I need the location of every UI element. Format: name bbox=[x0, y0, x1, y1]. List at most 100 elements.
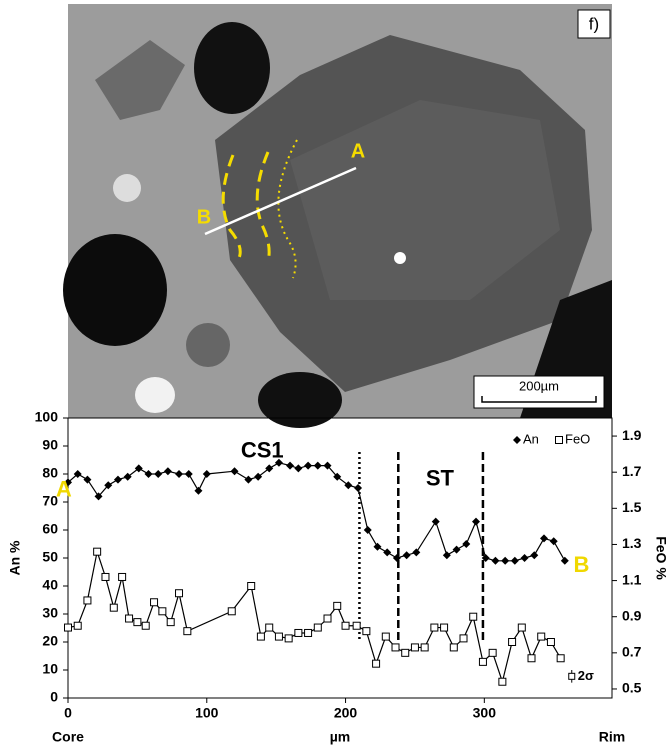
feo-point bbox=[431, 624, 438, 631]
feo-point bbox=[126, 615, 133, 622]
an-point bbox=[154, 470, 162, 478]
an-point bbox=[453, 546, 461, 554]
marker-a: A bbox=[351, 140, 365, 162]
an-point bbox=[364, 526, 372, 534]
feo-point bbox=[334, 602, 341, 609]
feo-point bbox=[159, 608, 166, 615]
an-point bbox=[403, 551, 411, 559]
an-point bbox=[175, 470, 183, 478]
an-point bbox=[244, 476, 252, 484]
legend-marker bbox=[556, 437, 563, 444]
feo-point bbox=[94, 548, 101, 555]
an-point bbox=[164, 467, 172, 475]
an-point bbox=[354, 484, 362, 492]
feo-point bbox=[65, 624, 72, 631]
feo-point bbox=[528, 655, 535, 662]
annotation: B bbox=[574, 552, 590, 577]
annotation: A bbox=[56, 477, 72, 502]
x-tick-label: 300 bbox=[473, 705, 497, 721]
y-tick-label: 60 bbox=[42, 521, 58, 537]
an-point bbox=[314, 462, 322, 470]
y2-tick-label: 1.7 bbox=[622, 463, 642, 479]
y2-tick-label: 0.7 bbox=[622, 644, 642, 660]
y2-tick-label: 1.1 bbox=[622, 571, 642, 587]
feo-point bbox=[285, 635, 292, 642]
feo-point bbox=[363, 628, 370, 635]
feo-point bbox=[450, 644, 457, 651]
feo-point bbox=[382, 633, 389, 640]
y-tick-label: 90 bbox=[42, 437, 58, 453]
feo-point bbox=[151, 599, 158, 606]
an-point bbox=[491, 557, 499, 565]
y-tick-label: 100 bbox=[35, 409, 59, 425]
inclusion bbox=[394, 252, 406, 264]
an-point bbox=[432, 518, 440, 526]
y2-tick-label: 1.3 bbox=[622, 535, 642, 551]
an-point bbox=[83, 476, 91, 484]
y-tick-label: 40 bbox=[42, 577, 58, 593]
x-end-label: Rim bbox=[599, 729, 625, 745]
y2-tick-label: 0.9 bbox=[622, 607, 642, 623]
feo-point bbox=[248, 583, 255, 590]
an-point bbox=[185, 470, 193, 478]
y-tick-label: 10 bbox=[42, 661, 58, 677]
an-point bbox=[501, 557, 509, 565]
inclusion bbox=[135, 377, 175, 413]
feo-point bbox=[257, 633, 264, 640]
y-axis-label: An % bbox=[7, 540, 23, 576]
feo-point bbox=[142, 622, 149, 629]
feo-point bbox=[176, 590, 183, 597]
feo-point bbox=[460, 635, 467, 642]
feo-point bbox=[275, 633, 282, 640]
feo-point bbox=[102, 573, 109, 580]
an-point bbox=[530, 551, 538, 559]
y-tick-label: 50 bbox=[42, 549, 58, 565]
sem-image: A B f) 200µm bbox=[63, 4, 612, 428]
feo-point bbox=[119, 573, 126, 580]
an-point bbox=[412, 548, 420, 556]
feo-point bbox=[134, 619, 141, 626]
x-tick-label: 0 bbox=[64, 705, 72, 721]
annotation: CS1 bbox=[241, 437, 284, 462]
an-point bbox=[286, 462, 294, 470]
vesicle bbox=[113, 174, 141, 202]
feo-point bbox=[402, 649, 409, 656]
y-tick-label: 20 bbox=[42, 633, 58, 649]
feo-point bbox=[295, 629, 302, 636]
feo-point bbox=[509, 639, 516, 646]
legend-label: An bbox=[523, 431, 539, 446]
an-point bbox=[373, 543, 381, 551]
feo-point bbox=[479, 658, 486, 665]
y-tick-label: 0 bbox=[50, 689, 58, 705]
feo-point bbox=[314, 624, 321, 631]
vesicle bbox=[194, 22, 270, 114]
an-point bbox=[231, 467, 239, 475]
an-point bbox=[304, 462, 312, 470]
panel-label: f) bbox=[589, 14, 599, 33]
feo-point bbox=[324, 615, 331, 622]
feo-point bbox=[184, 628, 191, 635]
an-point bbox=[383, 548, 391, 556]
legend-label: FeO bbox=[565, 431, 590, 446]
feo-point bbox=[547, 639, 554, 646]
feo-point bbox=[518, 624, 525, 631]
vesicle bbox=[186, 323, 230, 367]
y2-axis-label: FeO % bbox=[653, 536, 669, 580]
an-point bbox=[294, 464, 302, 472]
an-point bbox=[114, 476, 122, 484]
marker-b: B bbox=[197, 206, 211, 228]
an-point bbox=[462, 540, 470, 548]
y2-tick-label: 0.5 bbox=[622, 680, 642, 696]
feo-point bbox=[373, 660, 380, 667]
error-point bbox=[569, 673, 575, 679]
feo-point bbox=[228, 608, 235, 615]
y-tick-label: 30 bbox=[42, 605, 58, 621]
feo-point bbox=[489, 649, 496, 656]
feo-point bbox=[470, 613, 477, 620]
an-point bbox=[550, 537, 558, 545]
y2-tick-label: 1.5 bbox=[622, 499, 642, 515]
vesicle bbox=[63, 234, 167, 346]
feo-point bbox=[167, 619, 174, 626]
an-point bbox=[521, 554, 529, 562]
an-point bbox=[194, 487, 202, 495]
